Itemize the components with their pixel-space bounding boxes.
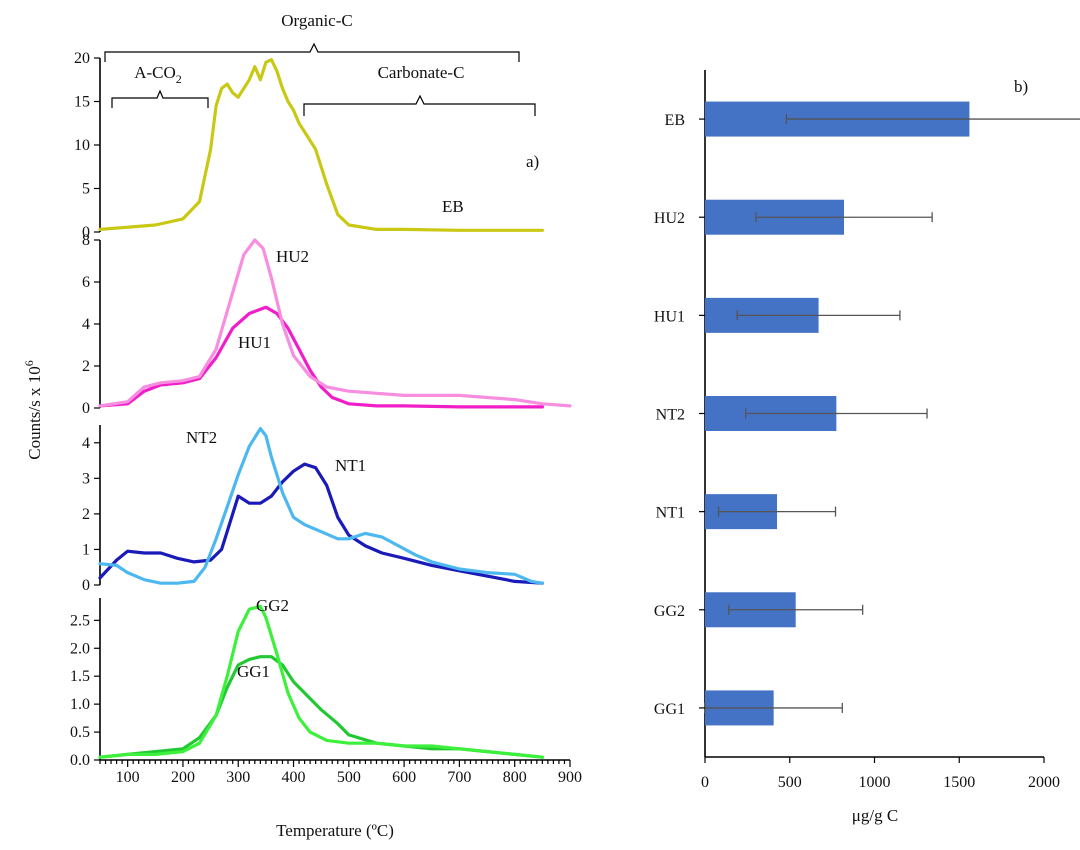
curve-hu2 bbox=[98, 238, 572, 408]
panel-a-y-axis-title-base: Counts/s x 10 bbox=[25, 366, 44, 460]
category-label-nt1: NT1 bbox=[656, 505, 685, 522]
y-tick-label: 1 bbox=[82, 541, 90, 558]
x-tick-label: 500 bbox=[337, 769, 361, 786]
x-tick-label: 1000 bbox=[859, 774, 891, 791]
y-tick-label: 2.5 bbox=[70, 612, 90, 629]
x-tick-label: 300 bbox=[226, 769, 250, 786]
y-tick-label: 4 bbox=[82, 316, 90, 333]
series-label-hu1: HU1 bbox=[238, 333, 271, 352]
curve-hu1 bbox=[98, 305, 544, 409]
x-tick-label: 600 bbox=[392, 769, 416, 786]
y-tick-label: 2.0 bbox=[70, 640, 90, 657]
series-label-eb: EB bbox=[442, 197, 464, 216]
y-tick-label: 5 bbox=[82, 181, 90, 198]
y-tick-label: 0.0 bbox=[70, 752, 90, 769]
organic-c-label: Organic-C bbox=[281, 11, 352, 30]
panel-a-label: a) bbox=[526, 152, 539, 171]
y-tick-label: 4 bbox=[82, 435, 90, 452]
x-tick-label: 0 bbox=[701, 774, 709, 791]
organic-c-brace bbox=[104, 42, 520, 62]
a-co2-label-subscript: 2 bbox=[176, 72, 182, 86]
series-label-nt1: NT1 bbox=[335, 456, 366, 475]
panel-a-y-axis-title: Counts/s x 106 bbox=[22, 360, 44, 460]
y-tick-label: 10 bbox=[74, 137, 90, 154]
y-tick-label: 2 bbox=[82, 506, 90, 523]
y-tick-label: 15 bbox=[74, 94, 90, 111]
x-tick-label: 500 bbox=[778, 774, 802, 791]
series-label-gg1: GG1 bbox=[237, 662, 270, 681]
curve-nt1 bbox=[98, 462, 544, 585]
x-tick-label: 1500 bbox=[943, 774, 975, 791]
series-label-hu2: HU2 bbox=[276, 247, 309, 266]
category-label-gg1: GG1 bbox=[654, 701, 685, 718]
x-tick-label: 2000 bbox=[1028, 774, 1060, 791]
y-tick-label: 0 bbox=[82, 400, 90, 417]
curve-eb bbox=[98, 58, 544, 232]
category-label-nt2: NT2 bbox=[656, 407, 685, 424]
y-tick-label: 2 bbox=[82, 358, 90, 375]
x-tick-label: 900 bbox=[558, 769, 582, 786]
series-label-gg2: GG2 bbox=[256, 596, 289, 615]
panel-b-label: b) bbox=[1014, 77, 1028, 96]
category-label-hu2: HU2 bbox=[654, 210, 685, 227]
y-tick-label: 0 bbox=[82, 577, 90, 594]
carbonate-c-brace bbox=[303, 94, 536, 116]
panel-a-y-axis-title-exponent: 6 bbox=[22, 360, 36, 366]
a-co2-label: A-CO2 bbox=[134, 63, 182, 86]
x-tick-label: 800 bbox=[503, 769, 527, 786]
y-tick-label: 20 bbox=[74, 50, 90, 67]
y-tick-label: 1.0 bbox=[70, 696, 90, 713]
category-label-gg2: GG2 bbox=[654, 603, 685, 620]
y-tick-label: 3 bbox=[82, 470, 90, 487]
category-label-hu1: HU1 bbox=[654, 308, 685, 325]
carbonate-c-label: Carbonate-C bbox=[378, 63, 465, 82]
a-co2-brace bbox=[111, 89, 209, 108]
curve-gg1 bbox=[98, 655, 544, 759]
panel-b-x-axis-title: μg/g C bbox=[852, 806, 898, 825]
y-tick-label: 0.5 bbox=[70, 724, 90, 741]
a-co2-label-base: A-CO bbox=[134, 63, 176, 82]
x-tick-label: 200 bbox=[171, 769, 195, 786]
y-tick-label: 1.5 bbox=[70, 668, 90, 685]
y-tick-label: 6 bbox=[82, 274, 90, 291]
category-label-eb: EB bbox=[665, 112, 685, 129]
y-tick-label: 8 bbox=[82, 232, 90, 249]
panel-a-x-axis-title: Temperature (ºC) bbox=[276, 821, 394, 840]
x-tick-label: 100 bbox=[116, 769, 140, 786]
y-tick-label: 0 bbox=[82, 224, 90, 241]
series-label-nt2: NT2 bbox=[186, 428, 217, 447]
x-tick-label: 400 bbox=[282, 769, 306, 786]
curve-gg2 bbox=[98, 604, 544, 759]
x-tick-label: 700 bbox=[447, 769, 471, 786]
panel-b-bar-chart: EB HU2 HU1 NT2 NT1 GG2 GG1 0 500 1000 1500 2000 bbox=[654, 70, 1080, 791]
curve-nt2 bbox=[98, 427, 544, 585]
